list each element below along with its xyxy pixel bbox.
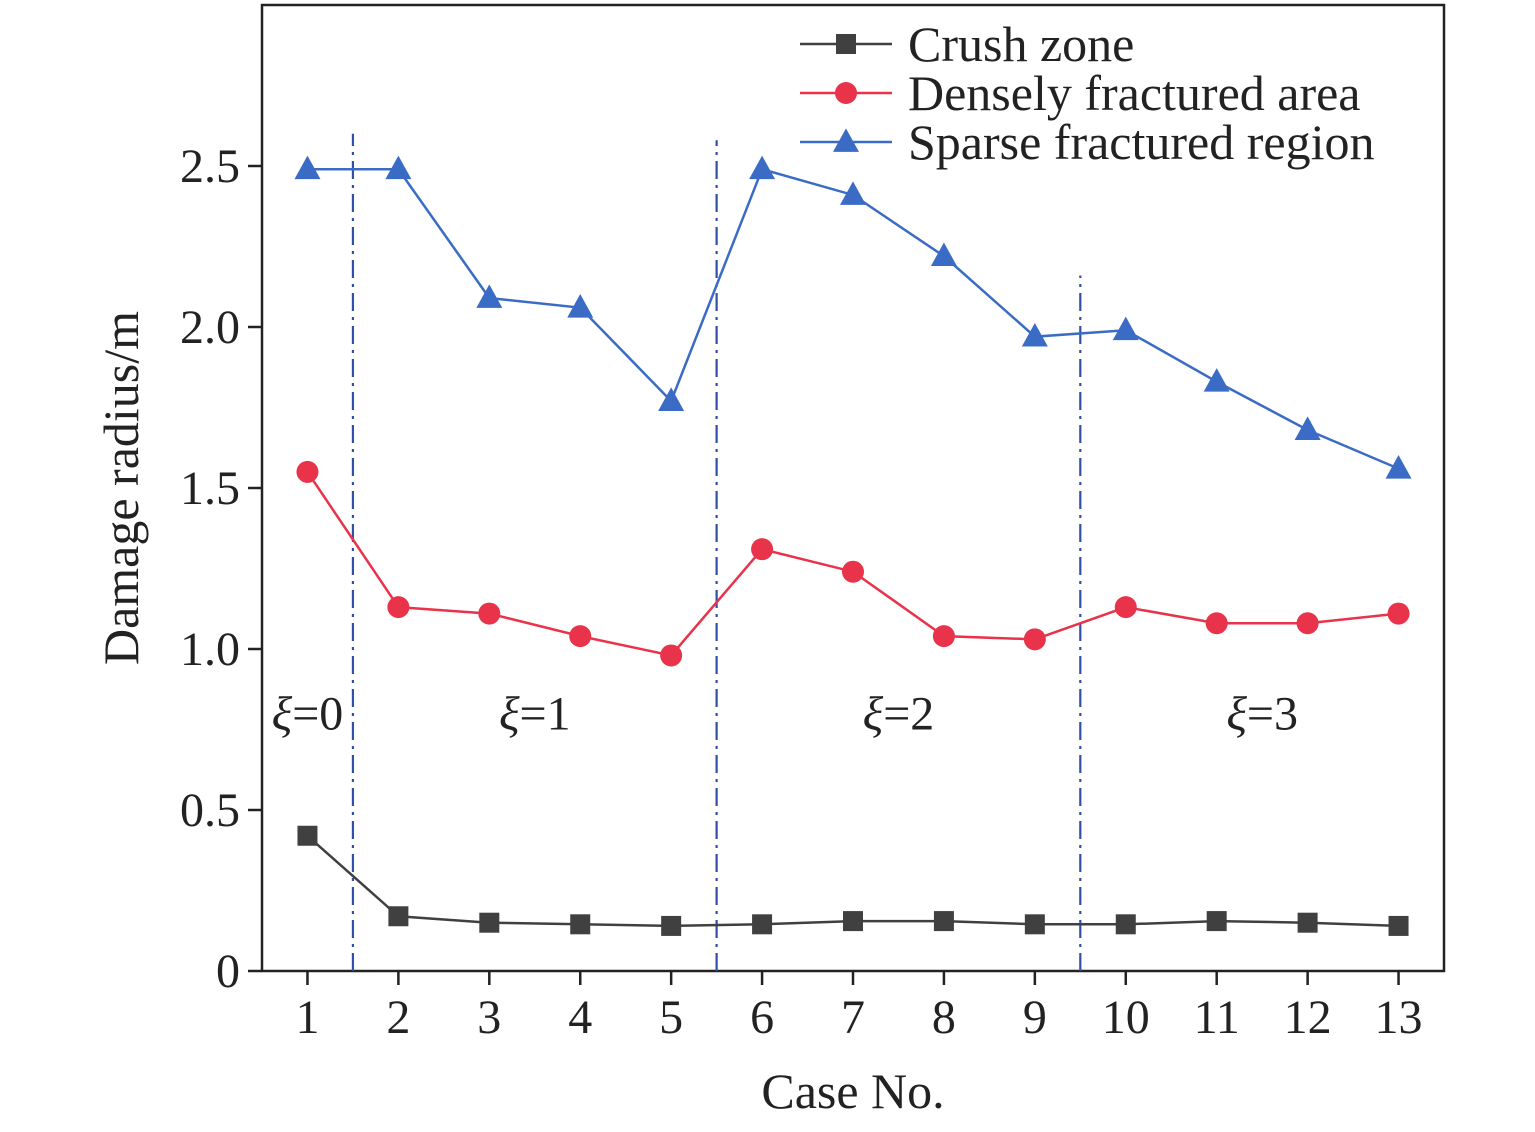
y-tick-label: 2.5 (180, 140, 240, 193)
group-annotation: ξ=3 (1226, 687, 1298, 740)
series-densely-fractured-area (296, 460, 1410, 667)
data-point-densely-fractured-area (1205, 612, 1228, 635)
data-point-crush-zone (570, 914, 591, 935)
group-annotation-value: =0 (292, 687, 343, 740)
data-point-sparse-fractured-region (385, 155, 412, 180)
data-point-sparse-fractured-region (1203, 368, 1230, 392)
data-point-sparse-fractured-region (1021, 323, 1048, 347)
x-tick-label: 4 (568, 991, 592, 1044)
x-tick-label: 8 (932, 991, 956, 1044)
data-point-crush-zone (752, 914, 773, 935)
legend-marker (835, 82, 857, 104)
data-point-crush-zone (661, 915, 682, 936)
data-point-densely-fractured-area (660, 644, 683, 667)
series-layer (294, 155, 1412, 936)
group-annotation: ξ=1 (499, 687, 571, 740)
x-tick-label: 5 (659, 991, 683, 1044)
data-point-crush-zone (1115, 914, 1136, 935)
data-point-sparse-fractured-region (749, 155, 776, 180)
x-axis-label: Case No. (761, 1063, 944, 1119)
data-point-crush-zone (1024, 914, 1045, 935)
data-point-sparse-fractured-region (658, 387, 685, 411)
group-annotation-symbol: ξ (499, 687, 520, 740)
legend-marker (836, 34, 856, 54)
y-tick-label: 2.0 (180, 301, 240, 354)
group-annotations: ξ=0 ξ=1 ξ=2 ξ=3 (272, 687, 1298, 740)
y-tick-label: 0.5 (180, 784, 240, 837)
group-annotation-value: =3 (1247, 687, 1298, 740)
legend-entry-sparse-fractured-region: Sparse fractured region (800, 114, 1374, 170)
series-line-sparse-fractured-region (307, 167, 1400, 470)
data-point-densely-fractured-area (296, 460, 319, 483)
x-tick-label: 11 (1194, 991, 1240, 1044)
x-tick-label: 12 (1284, 991, 1332, 1044)
data-point-densely-fractured-area (387, 596, 410, 619)
group-annotation-symbol: ξ (863, 687, 884, 740)
data-point-densely-fractured-area (1023, 628, 1046, 651)
y-axis-ticks: 0 0.5 1.0 1.5 2.0 2.5 (180, 140, 262, 998)
data-point-densely-fractured-area (1114, 596, 1137, 619)
group-annotation-symbol: ξ (1226, 687, 1247, 740)
data-point-densely-fractured-area (932, 625, 955, 648)
data-point-densely-fractured-area (1387, 602, 1410, 625)
data-point-crush-zone (479, 912, 500, 933)
data-point-sparse-fractured-region (1294, 416, 1321, 440)
data-point-crush-zone (933, 911, 954, 932)
legend-label: Sparse fractured region (908, 114, 1374, 170)
data-point-densely-fractured-area (478, 602, 501, 625)
x-axis-ticks: 1 2 3 4 5 6 7 8 9 10 11 12 13 (295, 971, 1423, 1044)
x-tick-label: 3 (477, 991, 501, 1044)
series-sparse-fractured-region (294, 155, 1412, 479)
legend-entry-crush-zone: Crush zone (800, 16, 1134, 72)
y-axis-label: Damage radius/m (93, 311, 149, 665)
group-annotation: ξ=0 (272, 687, 344, 740)
data-point-sparse-fractured-region (476, 284, 503, 308)
group-annotation-value: =1 (520, 687, 571, 740)
data-point-sparse-fractured-region (930, 242, 957, 267)
data-point-crush-zone (1388, 915, 1409, 936)
data-point-crush-zone (388, 906, 409, 927)
legend-label: Crush zone (908, 16, 1134, 72)
data-point-sparse-fractured-region (1385, 455, 1412, 479)
group-annotation-symbol: ξ (272, 687, 293, 740)
y-tick-label: 1.5 (180, 462, 240, 515)
y-tick-label: 1.0 (180, 623, 240, 676)
data-point-crush-zone (1297, 912, 1318, 933)
legend-entry-densely-fractured-area: Densely fractured area (800, 65, 1361, 121)
data-point-densely-fractured-area (569, 625, 592, 648)
data-point-crush-zone (843, 911, 863, 932)
data-point-crush-zone (297, 825, 318, 846)
data-point-densely-fractured-area (842, 560, 864, 583)
legend-marker (833, 128, 859, 152)
data-point-sparse-fractured-region (294, 155, 321, 180)
series-crush-zone (297, 825, 1409, 936)
x-tick-label: 1 (295, 991, 319, 1044)
y-tick-label: 0 (216, 945, 240, 998)
x-tick-label: 13 (1375, 991, 1423, 1044)
data-point-sparse-fractured-region (840, 181, 866, 205)
x-tick-label: 2 (386, 991, 410, 1044)
data-point-sparse-fractured-region (1112, 316, 1139, 341)
x-tick-label: 10 (1102, 991, 1150, 1044)
x-tick-label: 6 (750, 991, 774, 1044)
data-point-crush-zone (1206, 911, 1227, 932)
x-tick-label: 9 (1023, 991, 1047, 1044)
data-point-densely-fractured-area (1296, 612, 1319, 635)
group-annotation: ξ=2 (863, 687, 935, 740)
data-point-sparse-fractured-region (567, 294, 594, 318)
data-point-densely-fractured-area (751, 538, 774, 561)
x-tick-label: 7 (841, 991, 865, 1044)
legend-label: Densely fractured area (908, 65, 1361, 121)
group-annotation-value: =2 (883, 687, 934, 740)
